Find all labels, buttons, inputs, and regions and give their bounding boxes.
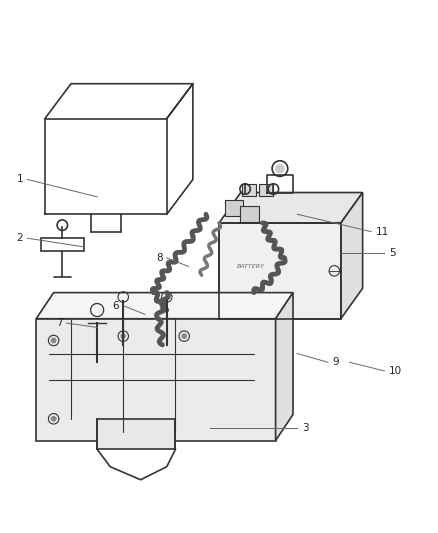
Circle shape	[51, 338, 56, 343]
FancyBboxPatch shape	[225, 200, 244, 215]
Circle shape	[121, 334, 125, 338]
Text: 2: 2	[17, 233, 23, 243]
Polygon shape	[36, 319, 276, 441]
Circle shape	[276, 164, 284, 173]
Circle shape	[182, 334, 186, 338]
Text: 1: 1	[17, 174, 23, 184]
Text: 11: 11	[376, 227, 389, 237]
FancyBboxPatch shape	[242, 184, 256, 196]
Text: 8: 8	[156, 253, 162, 263]
Polygon shape	[219, 223, 341, 319]
Polygon shape	[97, 419, 176, 449]
FancyBboxPatch shape	[41, 238, 84, 251]
Text: 10: 10	[389, 366, 402, 376]
Text: 3: 3	[302, 423, 308, 433]
Polygon shape	[36, 293, 293, 319]
Circle shape	[51, 417, 56, 421]
Text: 6: 6	[112, 301, 119, 311]
Text: BATTERY: BATTERY	[237, 264, 265, 269]
Text: 9: 9	[332, 357, 339, 367]
Text: 5: 5	[389, 248, 396, 259]
Polygon shape	[219, 192, 363, 223]
Text: 7: 7	[56, 318, 62, 328]
Polygon shape	[341, 192, 363, 319]
FancyBboxPatch shape	[240, 206, 258, 222]
Polygon shape	[276, 293, 293, 441]
FancyBboxPatch shape	[259, 184, 273, 196]
